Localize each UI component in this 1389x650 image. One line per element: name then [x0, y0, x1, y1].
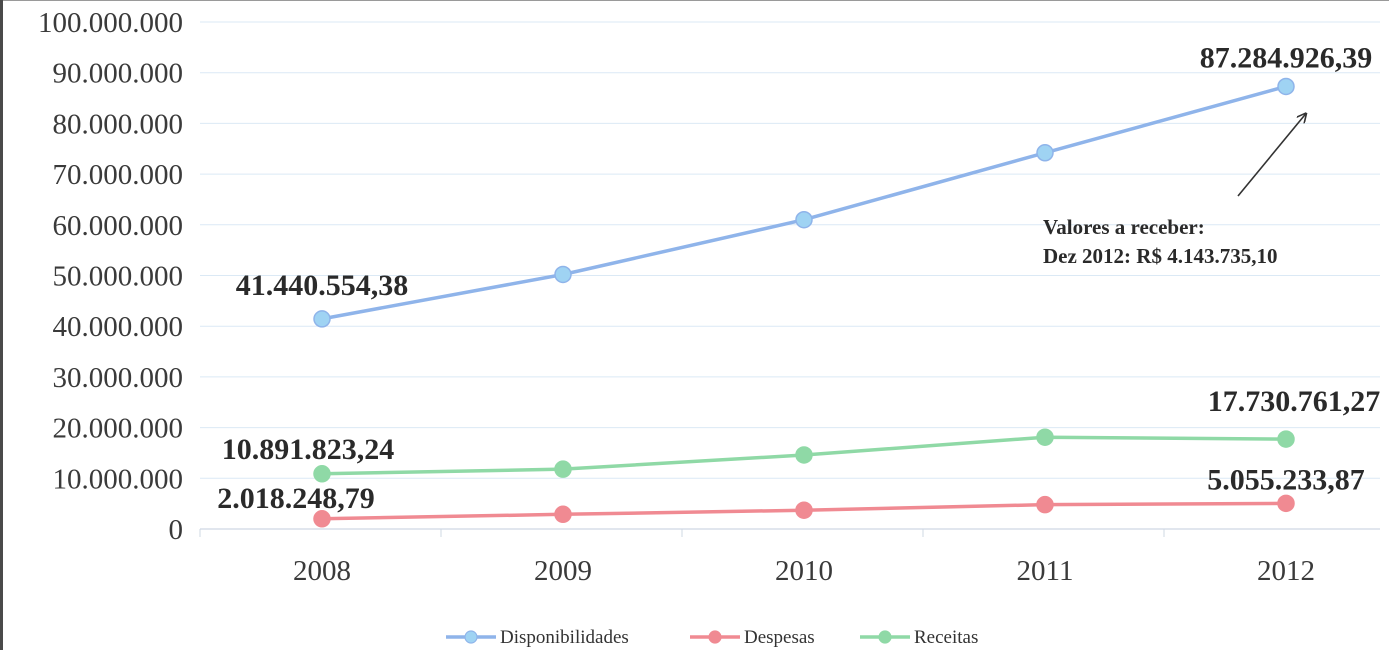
data-labels: 41.440.554,38 87.284.926,39 10.891.823,24 1… [217, 41, 1380, 514]
data-point [795, 501, 813, 519]
data-point [554, 460, 572, 478]
data-point [795, 446, 813, 464]
series-disponibilidades [313, 77, 1295, 328]
series-line [320, 84, 1288, 321]
legend-swatch-marker [878, 630, 892, 644]
y-tick-label: 100.000.000 [38, 7, 183, 39]
frame-top-border [0, 0, 1389, 1]
legend-label: Despesas [744, 627, 815, 648]
legend: Disponibilidades Despesas Receitas [446, 627, 978, 648]
annotation-arrow [1237, 113, 1306, 197]
data-point [1277, 430, 1295, 448]
y-tick-label: 70.000.000 [53, 159, 184, 191]
legend-swatch-marker [464, 630, 478, 644]
legend-item: Receitas [860, 627, 978, 648]
legend-swatch-marker [708, 630, 722, 644]
legend-label: Receitas [914, 627, 978, 648]
data-label: 17.730.761,27 [1208, 385, 1381, 418]
data-label: 41.440.554,38 [236, 269, 409, 302]
y-axis-labels: 0 10.000.000 20.000.000 30.000.000 40.000.00… [38, 7, 183, 546]
data-point [313, 510, 331, 528]
y-tick-label: 30.000.000 [53, 362, 184, 394]
y-tick-label: 0 [169, 514, 184, 546]
y-tick-label: 10.000.000 [53, 463, 184, 495]
legend-label: Disponibilidades [500, 627, 629, 648]
x-tick-label: 2011 [1017, 555, 1074, 587]
x-tick-label: 2008 [293, 555, 351, 587]
gridlines [200, 21, 1380, 479]
data-label: 87.284.926,39 [1200, 41, 1373, 74]
data-point [795, 210, 813, 229]
data-point [554, 265, 572, 284]
data-point [313, 310, 331, 328]
data-label: 10.891.823,24 [222, 433, 395, 466]
data-point [313, 465, 331, 483]
x-axis-labels: 2008 2009 2010 2011 2012 [293, 555, 1315, 587]
data-point [1036, 495, 1054, 514]
y-tick-label: 20.000.000 [53, 413, 184, 445]
data-label: 5.055.233,87 [1207, 463, 1365, 496]
data-point [1277, 77, 1295, 96]
annotation: Valores a receber: Dez 2012: R$ 4.143.735… [1043, 113, 1306, 268]
x-tick-label: 2010 [775, 555, 833, 587]
series-receitas [313, 428, 1295, 483]
data-point [554, 505, 572, 524]
x-tick-label: 2009 [534, 555, 592, 587]
annotation-text: Dez 2012: R$ 4.143.735,10 [1043, 244, 1277, 268]
frame-left-border [0, 0, 3, 650]
y-tick-label: 40.000.000 [53, 311, 184, 343]
y-tick-label: 50.000.000 [53, 261, 184, 293]
y-tick-label: 60.000.000 [53, 210, 184, 242]
legend-item: Despesas [690, 627, 815, 648]
data-point [1036, 144, 1054, 162]
data-point [1036, 428, 1054, 446]
data-label: 2.018.248,79 [217, 482, 375, 515]
data-point [1277, 494, 1295, 513]
legend-item: Disponibilidades [446, 627, 629, 648]
series-despesas [313, 494, 1295, 528]
x-tick-label: 2012 [1257, 555, 1315, 587]
x-axis-ticks [199, 529, 1165, 537]
annotation-text: Valores a receber: [1043, 215, 1205, 239]
y-tick-label: 90.000.000 [53, 58, 184, 90]
y-tick-label: 80.000.000 [53, 108, 184, 140]
